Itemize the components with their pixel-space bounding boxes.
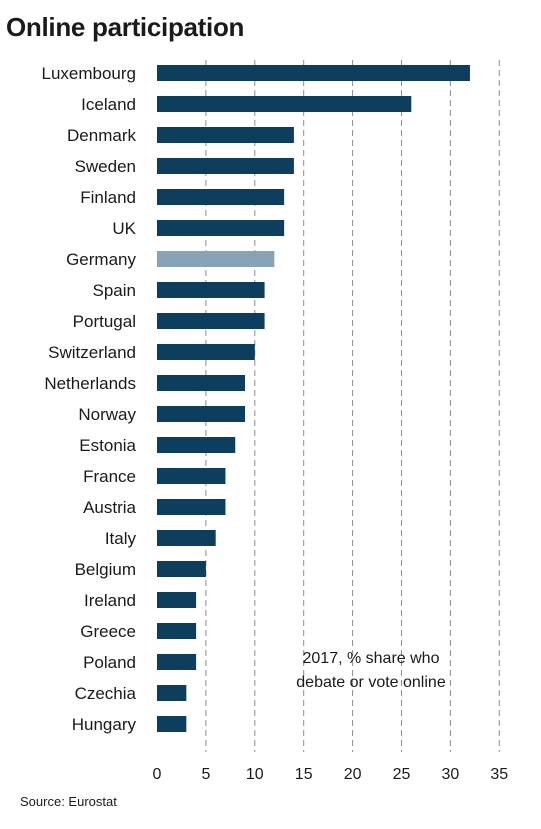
bar-poland <box>157 654 197 670</box>
bar-switzerland <box>157 344 255 360</box>
bar-czechia <box>157 685 187 701</box>
bar-austria <box>157 499 226 515</box>
x-tick-label: 30 <box>442 766 460 783</box>
x-tick-labels: 0 5 10 15 20 25 30 35 <box>153 766 509 783</box>
annotation-line: 2017, % share who <box>303 650 440 667</box>
x-tick-label: 35 <box>490 766 508 783</box>
bar-belgium <box>157 561 206 577</box>
category-label: UK <box>112 219 136 238</box>
bar-italy <box>157 530 216 546</box>
category-label: Poland <box>83 653 136 672</box>
category-label: Iceland <box>81 95 136 114</box>
x-tick-label: 20 <box>344 766 362 783</box>
category-label: Estonia <box>79 436 136 455</box>
bar-estonia <box>157 437 236 453</box>
bar-france <box>157 468 226 484</box>
category-label: Denmark <box>67 126 136 145</box>
category-labels: Luxembourg Iceland Denmark Sweden Finland UK G… <box>41 64 136 734</box>
bar-germany <box>157 251 275 267</box>
category-label: Ireland <box>84 591 136 610</box>
bar-iceland <box>157 96 412 112</box>
category-label: Italy <box>105 529 137 548</box>
category-label: Netherlands <box>44 374 136 393</box>
x-tick-label: 15 <box>295 766 313 783</box>
bar-luxembourg <box>157 65 470 81</box>
bar-hungary <box>157 716 187 732</box>
bar-greece <box>157 623 197 639</box>
annotation-line: debate or vote online <box>296 674 446 691</box>
bars <box>157 65 470 732</box>
grid-lines <box>205 60 500 752</box>
category-label: Norway <box>78 405 136 424</box>
bar-denmark <box>157 127 294 143</box>
category-label: Finland <box>80 188 136 207</box>
category-label: Austria <box>83 498 136 517</box>
source-note: Source: Eurostat <box>20 794 117 809</box>
x-tick-label: 10 <box>246 766 264 783</box>
bar-norway <box>157 406 246 422</box>
category-label: Czechia <box>75 684 137 703</box>
x-tick-label: 5 <box>201 766 210 783</box>
x-tick-label: 0 <box>153 766 162 783</box>
category-label: Portugal <box>73 312 136 331</box>
category-label: Hungary <box>72 715 137 734</box>
bar-ireland <box>157 592 197 608</box>
category-label: Belgium <box>75 560 136 579</box>
category-label: France <box>83 467 136 486</box>
bar-spain <box>157 282 265 298</box>
category-label: Luxembourg <box>41 64 136 83</box>
chart-title: Online participation <box>6 12 245 42</box>
category-label: Spain <box>93 281 136 300</box>
bar-uk <box>157 220 285 236</box>
bar-netherlands <box>157 375 246 391</box>
category-label: Germany <box>66 250 136 269</box>
bar-portugal <box>157 313 265 329</box>
bar-sweden <box>157 158 294 174</box>
bar-finland <box>157 189 285 205</box>
annotation: 2017, % share who debate or vote online <box>296 650 446 691</box>
category-label: Switzerland <box>48 343 136 362</box>
category-label: Sweden <box>75 157 136 176</box>
category-label: Greece <box>80 622 136 641</box>
x-tick-label: 25 <box>393 766 411 783</box>
